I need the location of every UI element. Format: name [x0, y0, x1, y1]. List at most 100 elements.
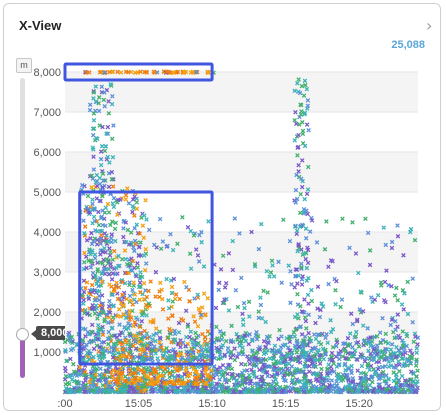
scatter-point — [278, 366, 284, 372]
scatter-point — [189, 357, 195, 363]
scatter-point — [263, 344, 269, 350]
scatter-point — [64, 358, 70, 364]
y-range-slider-handle[interactable] — [16, 328, 29, 341]
scatter-point — [310, 383, 316, 389]
scatter-point — [389, 239, 395, 245]
scatter-point — [131, 370, 136, 376]
scatter-point — [380, 315, 385, 321]
scatter-point — [289, 282, 294, 287]
scatter-point — [107, 365, 113, 370]
scatter-point — [220, 342, 226, 348]
scatter-point — [303, 256, 308, 262]
scatter-point — [63, 369, 68, 374]
scatter-point — [100, 124, 105, 130]
unit-toggle-button[interactable]: m — [16, 58, 32, 73]
scatter-point — [293, 223, 298, 229]
scatter-point — [239, 370, 245, 375]
scatter-point — [350, 376, 355, 381]
scatter-point — [299, 109, 304, 114]
scatter-point — [130, 203, 136, 209]
scatter-point — [120, 370, 125, 376]
scatter-point — [371, 344, 376, 349]
scatter-point — [150, 389, 155, 394]
scatter-point — [131, 343, 136, 349]
scatter-point — [101, 354, 106, 360]
expand-arrow-icon[interactable]: › — [426, 16, 433, 35]
scatter-point — [140, 223, 146, 228]
scatter-point — [109, 333, 114, 339]
scatter-point — [381, 225, 387, 230]
scatter-point — [137, 280, 143, 285]
scatter-point — [240, 349, 245, 354]
scatter-point — [175, 377, 181, 383]
scatter-point — [236, 351, 241, 356]
scatter-point — [245, 354, 250, 359]
scatter-point — [414, 374, 419, 379]
scatter-point — [384, 381, 389, 386]
scatter-point — [223, 338, 229, 344]
scatter-point — [267, 274, 272, 279]
scatter-point — [220, 300, 226, 306]
scatter-point — [223, 365, 229, 371]
scatter-point — [197, 310, 203, 315]
scatter-point — [408, 386, 414, 391]
scatter-point — [353, 251, 359, 256]
scatter-point — [134, 299, 139, 305]
scatter-point — [142, 328, 147, 334]
scatter-point — [118, 330, 124, 335]
scatter-point — [89, 230, 94, 236]
scatter-point — [102, 104, 108, 109]
scatter-point — [380, 364, 385, 370]
scatter-point — [258, 302, 264, 308]
scatter-point — [217, 349, 223, 355]
scatter-point — [292, 314, 298, 320]
scatter-point — [358, 352, 364, 357]
scatter-point — [296, 369, 301, 375]
scatter-point — [169, 284, 175, 290]
scatter-point — [237, 231, 242, 236]
scatter-point — [230, 267, 236, 273]
scatter-point — [191, 233, 197, 238]
scatter-point — [300, 128, 306, 134]
scatter-point — [130, 302, 136, 307]
scatter-point — [115, 347, 120, 352]
scatter-point — [199, 370, 205, 375]
scatter-point — [93, 108, 98, 114]
scatter-point — [328, 258, 334, 263]
scatter-point — [299, 282, 305, 287]
scatter-point — [128, 230, 134, 235]
scatter-point — [265, 373, 270, 379]
selection-boxes — [63, 62, 214, 366]
y-range-slider-track[interactable] — [20, 78, 25, 378]
scatter-point — [388, 322, 393, 328]
scatter-point — [86, 357, 92, 362]
scatter-point — [106, 272, 112, 277]
scatter-point — [103, 144, 108, 149]
scatter-point — [380, 374, 386, 379]
scatter-point — [278, 345, 284, 350]
scatter-point — [200, 373, 206, 378]
scatter-point — [133, 380, 138, 385]
scatter-point — [130, 197, 136, 202]
scatter-point — [239, 361, 244, 367]
scatter-point — [380, 369, 386, 375]
scatter-point — [80, 307, 85, 313]
scatter-point — [399, 373, 405, 379]
scatter-point — [180, 318, 186, 323]
scatter-point — [132, 225, 137, 231]
scatter-point — [296, 316, 301, 321]
scatter-point — [226, 251, 232, 256]
scatter-point — [365, 326, 370, 331]
scatter-point — [202, 334, 208, 340]
scatter-point — [96, 297, 102, 303]
scatter-point — [81, 389, 87, 394]
scatter-point — [194, 375, 200, 381]
scatter-point — [99, 305, 105, 311]
scatter-point — [365, 230, 371, 236]
scatter-point — [309, 287, 314, 293]
scatter-point — [394, 375, 399, 381]
scatter-point — [261, 388, 267, 394]
scatter-point — [268, 270, 274, 275]
scatter-point — [280, 388, 286, 393]
